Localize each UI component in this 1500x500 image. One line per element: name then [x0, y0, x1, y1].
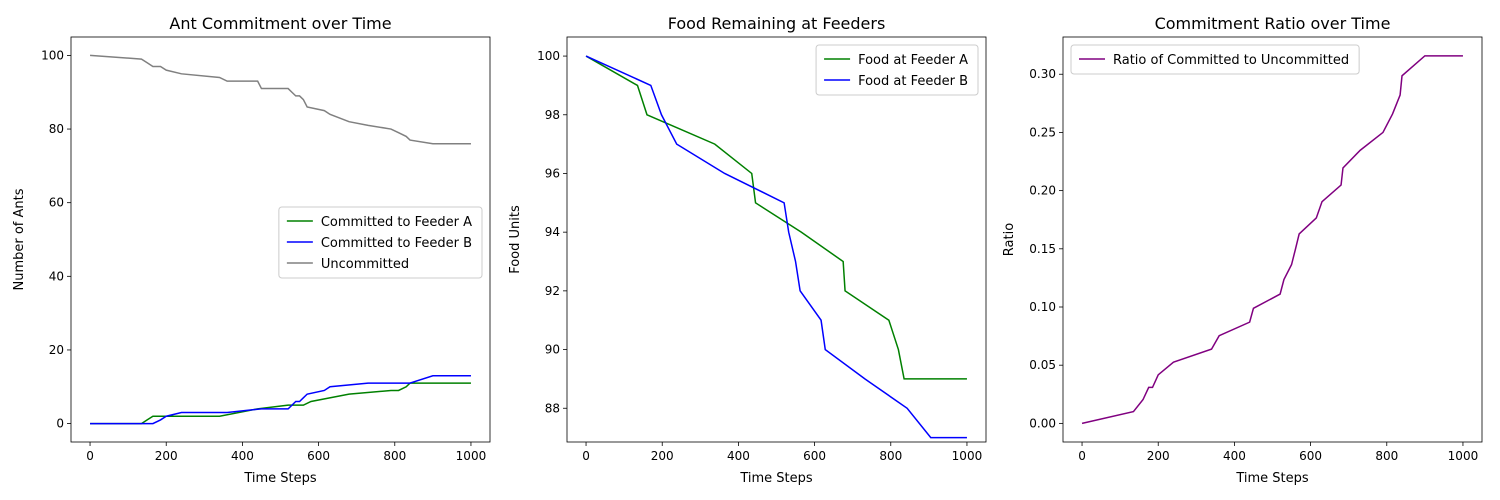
x-tick-label: 0: [1078, 449, 1086, 463]
legend-box: [1070, 44, 1360, 75]
x-axis-label: Time Steps: [739, 471, 813, 486]
legend-label: Food at Feeder A: [858, 53, 968, 68]
y-tick-label: 90: [545, 343, 560, 357]
x-tick-label: 400: [727, 449, 750, 463]
x-tick-label: 600: [803, 449, 826, 463]
series-line-1: [90, 382, 471, 425]
axes-frame: [70, 36, 491, 443]
x-tick-label: 400: [1223, 449, 1246, 463]
legend-label: Committed to Feeder A: [321, 215, 472, 230]
legend-item: Food at Feeder A: [824, 53, 968, 68]
legend-item: Food at Feeder B: [824, 74, 968, 89]
chart-panel-2: 0 200 400 600 800 1000 88 90 92 94 96 98 100 Food Rem…: [508, 14, 987, 486]
y-tick-label: 98: [545, 108, 560, 122]
legend-label: Committed to Feeder B: [321, 236, 472, 251]
legend-item: Uncommitted: [286, 257, 409, 272]
legend-label: Food at Feeder B: [858, 74, 968, 89]
x-tick-label: 0: [86, 449, 94, 463]
y-tick-label: 0.05: [1029, 358, 1056, 372]
x-tick-label: 1000: [1448, 449, 1479, 463]
axes-frame: [566, 36, 987, 443]
y-tick-label: 0.30: [1029, 67, 1056, 81]
legend: Food at Feeder A Food at Feeder B: [815, 44, 979, 96]
plot-area: [585, 55, 967, 439]
x-tick-label: 800: [1375, 449, 1398, 463]
legend-item: Committed to Feeder B: [286, 236, 472, 251]
axes-frame: [1062, 36, 1483, 443]
series-line-2: [585, 55, 967, 439]
x-tick-label: 600: [307, 449, 330, 463]
y-tick-label: 0: [56, 417, 64, 431]
plot-area: [1081, 55, 1463, 425]
y-tick-label: 60: [49, 196, 64, 210]
y-tick-label: 88: [545, 401, 560, 415]
chart-panel-3: 0 200 400 600 800 1000 0.00 0.05 0.10 0.15 0.20 0.2…: [1002, 14, 1483, 486]
x-axis-label: Time Steps: [1235, 471, 1309, 486]
series-line-3: [89, 54, 471, 145]
y-tick-label: 80: [49, 122, 64, 136]
y-tick-label: 0.20: [1029, 184, 1056, 198]
chart-panel-1: 0 200 400 600 800 1000 0 20 40 60 80 100 Ant Commitm…: [12, 14, 491, 486]
legend-label: Uncommitted: [321, 257, 409, 272]
chart-title: Food Remaining at Feeders: [668, 14, 886, 33]
y-tick-label: 20: [49, 343, 64, 357]
x-tick-label: 800: [879, 449, 902, 463]
legend-box: [815, 44, 979, 96]
legend-box: [278, 206, 483, 279]
legend-item: Ratio of Committed to Uncommitted: [1079, 53, 1349, 68]
y-axis-label: Food Units: [508, 205, 523, 274]
legend: Committed to Feeder A Committed to Feeder…: [278, 206, 483, 279]
legend: Ratio of Committed to Uncommitted: [1070, 44, 1360, 75]
x-tick-label: 1000: [952, 449, 983, 463]
y-tick-label: 100: [41, 48, 64, 62]
x-tick-label: 1000: [456, 449, 487, 463]
x-tick-label: 200: [1147, 449, 1170, 463]
y-axis-label: Number of Ants: [12, 188, 27, 290]
series-line-1: [1081, 55, 1463, 425]
legend-label: Ratio of Committed to Uncommitted: [1113, 53, 1349, 68]
legend-item: Committed to Feeder A: [286, 215, 472, 230]
y-tick-label: 0.15: [1029, 242, 1056, 256]
y-tick-label: 100: [537, 49, 560, 63]
y-tick-label: 0.00: [1029, 416, 1056, 430]
y-tick-label: 92: [545, 284, 560, 298]
y-tick-label: 94: [545, 225, 560, 239]
chart-title: Commitment Ratio over Time: [1155, 14, 1391, 33]
y-tick-label: 40: [49, 269, 64, 283]
x-tick-label: 600: [1299, 449, 1322, 463]
x-tick-label: 0: [582, 449, 590, 463]
series-line-2: [90, 374, 471, 425]
x-tick-label: 400: [231, 449, 254, 463]
y-tick-label: 96: [545, 166, 560, 180]
series-line-1: [585, 55, 967, 380]
y-axis-label: Ratio: [1002, 223, 1017, 256]
x-tick-label: 200: [155, 449, 178, 463]
x-tick-label: 800: [383, 449, 406, 463]
x-tick-label: 200: [651, 449, 674, 463]
x-axis-label: Time Steps: [243, 471, 317, 486]
y-tick-label: 0.10: [1029, 300, 1056, 314]
y-tick-label: 0.25: [1029, 125, 1056, 139]
plot-area: [89, 54, 471, 425]
chart-title: Ant Commitment over Time: [169, 14, 391, 33]
